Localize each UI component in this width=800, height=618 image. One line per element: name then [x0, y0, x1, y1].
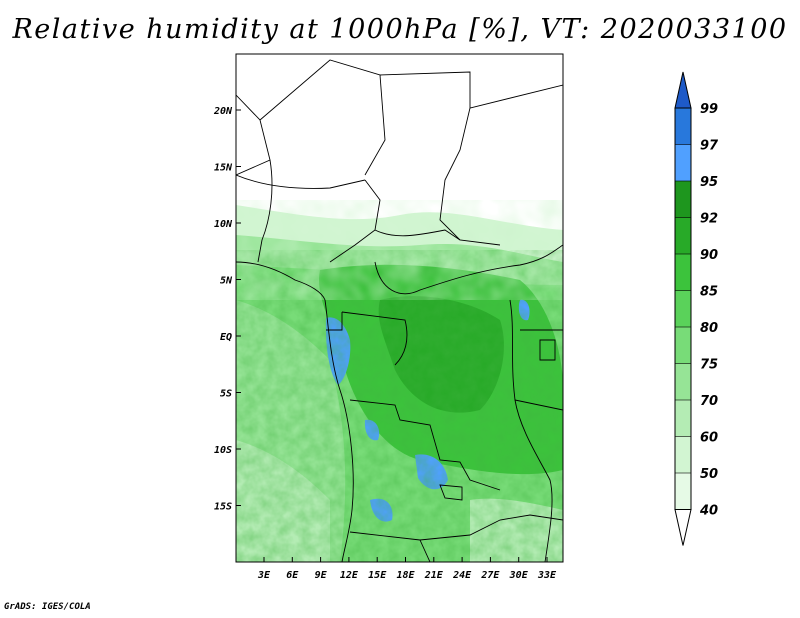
- colorbar-label: 75: [700, 358, 718, 373]
- lat-tick-label: 15N: [214, 163, 233, 174]
- colorbar-segment: [675, 217, 691, 254]
- lon-tick-label: 27E: [480, 570, 500, 581]
- colorbar-label: 50: [700, 467, 718, 482]
- lat-tick-label: 5N: [220, 276, 233, 287]
- colorbar-label: 70: [700, 394, 718, 409]
- colorbar-label: 95: [700, 175, 718, 190]
- colorbar-label: 85: [700, 285, 718, 300]
- lon-tick-label: 21E: [424, 570, 444, 581]
- colorbar-segment: [675, 363, 691, 400]
- latitude-axis: 20N 15N 10N 5N EQ 5S 10S 15S: [213, 106, 241, 513]
- lon-tick-label: 15E: [368, 570, 387, 581]
- lon-tick-label: 9E: [315, 570, 328, 581]
- lat-tick-label: 20N: [213, 106, 233, 117]
- lon-tick-label: 33E: [537, 570, 557, 581]
- colorbar-label: 90: [700, 248, 718, 263]
- map-frame: [235, 53, 564, 563]
- lat-tick-label: 10N: [214, 219, 233, 230]
- lat-tick-label: 5S: [220, 389, 232, 400]
- colorbar-min-arrow: [674, 509, 692, 546]
- map-title: Relative humidity at 1000hPa [%], VT: 20…: [12, 14, 788, 45]
- colorbar-label: 92: [700, 212, 718, 227]
- grads-footer: GrADS: IGES/COLA: [4, 602, 91, 612]
- colorbar-label: 60: [700, 431, 718, 446]
- colorbar-segment: [675, 473, 691, 510]
- colorbar: 40 50 60 70 75 80 85 90 92 95 97 99: [674, 71, 719, 546]
- lat-tick-label: EQ: [220, 332, 232, 343]
- colorbar-segment: [675, 290, 691, 327]
- colorbar-label: 40: [699, 504, 718, 519]
- country-borders: [236, 59, 563, 562]
- lat-tick-label: 10S: [214, 445, 232, 456]
- lon-tick-label: 6E: [286, 570, 299, 581]
- lat-tick-label: 15S: [214, 502, 232, 513]
- lon-tick-label: 18E: [396, 570, 415, 581]
- colorbar-label: 99: [700, 102, 718, 117]
- lon-tick-label: 24E: [452, 570, 472, 581]
- colorbar-segment: [675, 327, 691, 364]
- colorbar-segment: [675, 108, 691, 145]
- colorbar-segment: [675, 400, 691, 437]
- colorbar-segment: [675, 181, 691, 218]
- colorbar-label: 80: [700, 321, 718, 336]
- lon-tick-label: 3E: [257, 570, 271, 581]
- colorbar-max-arrow: [674, 71, 692, 109]
- map-fill: [236, 54, 563, 562]
- colorbar-segment: [675, 144, 691, 181]
- longitude-axis: 3E 6E 9E 12E 15E 18E 21E 24E 27E 30E 33E: [257, 557, 557, 581]
- lon-tick-label: 12E: [340, 570, 359, 581]
- colorbar-segment: [675, 436, 691, 473]
- colorbar-label: 97: [700, 139, 719, 154]
- lon-tick-label: 30E: [509, 570, 529, 581]
- colorbar-segment: [675, 254, 691, 291]
